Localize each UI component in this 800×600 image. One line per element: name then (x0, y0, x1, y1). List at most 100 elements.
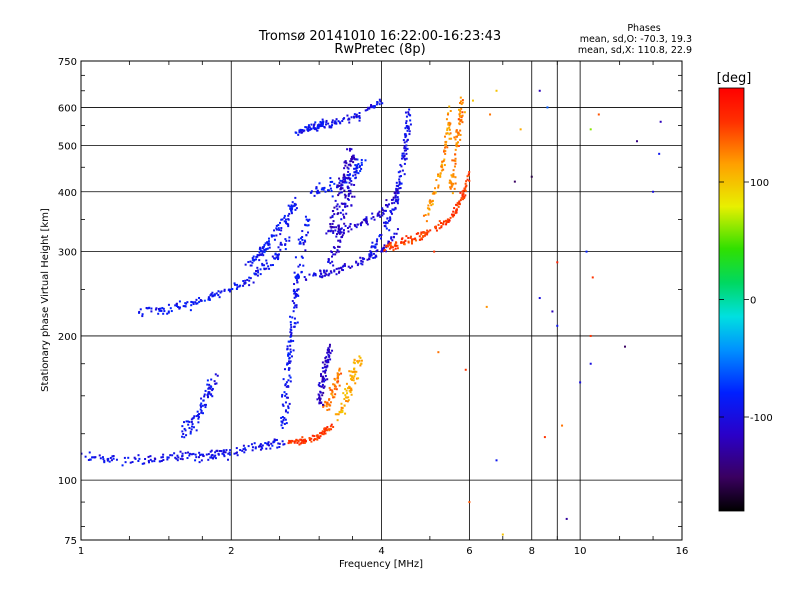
data-point (385, 199, 388, 202)
data-point (418, 238, 421, 241)
data-point (199, 454, 202, 457)
data-point (280, 229, 283, 232)
data-point (277, 257, 280, 260)
data-point (306, 128, 309, 131)
data-point (190, 428, 193, 431)
data-point (290, 332, 293, 335)
data-point (331, 121, 334, 124)
data-point (389, 219, 392, 222)
data-point (208, 297, 211, 300)
data-point (318, 399, 321, 402)
data-point (324, 374, 327, 377)
data-point (147, 461, 150, 464)
data-point (330, 271, 333, 274)
data-point (301, 236, 304, 239)
data-point (278, 442, 281, 445)
data-point (453, 136, 456, 139)
data-point (379, 234, 382, 237)
data-point (462, 192, 465, 195)
data-point (395, 199, 398, 202)
data-point (404, 147, 407, 150)
data-point (338, 270, 341, 273)
data-point (457, 131, 460, 134)
data-point (281, 421, 284, 424)
data-point (287, 379, 290, 382)
data-point (359, 224, 362, 227)
data-point (429, 202, 432, 205)
data-point (214, 382, 217, 385)
data-point (316, 189, 319, 192)
data-point (333, 182, 336, 185)
data-point (275, 438, 278, 441)
data-point (264, 248, 267, 251)
data-point (396, 192, 399, 195)
data-point (220, 450, 223, 453)
data-point (288, 236, 291, 239)
data-point (299, 242, 302, 245)
data-point (200, 405, 203, 408)
data-point (296, 288, 299, 291)
data-point (336, 203, 339, 206)
colorbar-tick-label: 0 (750, 296, 756, 307)
data-point (278, 228, 281, 231)
data-point (149, 455, 152, 458)
data-point (159, 460, 162, 463)
data-point (349, 377, 352, 380)
data-point (288, 439, 291, 442)
data-point (451, 159, 454, 162)
data-point (358, 355, 361, 358)
data-point (324, 359, 327, 362)
data-point (342, 181, 345, 184)
data-point (401, 241, 404, 244)
data-point (260, 445, 263, 448)
data-point (448, 179, 451, 182)
data-point (296, 281, 299, 284)
data-point (281, 420, 284, 423)
data-point (253, 259, 256, 262)
data-point (351, 195, 354, 198)
data-point (200, 411, 203, 414)
data-point (372, 245, 375, 248)
data-point (342, 176, 345, 179)
data-point (147, 459, 150, 462)
data-point (304, 223, 307, 226)
x-tick-labels: 1 2 4 6 8 10 16 (78, 546, 689, 557)
data-point (405, 140, 408, 143)
data-point (337, 225, 340, 228)
data-point (352, 115, 355, 118)
data-point (403, 155, 406, 158)
data-point (167, 303, 170, 306)
data-point (304, 126, 307, 129)
data-point (390, 198, 393, 201)
x-tick-label: 2 (228, 546, 234, 557)
data-point (324, 369, 327, 372)
data-point (370, 217, 373, 220)
data-point (298, 263, 301, 266)
data-point (328, 428, 331, 431)
data-point (278, 445, 281, 448)
data-point (454, 162, 457, 165)
data-point (396, 199, 399, 202)
data-point (192, 416, 195, 419)
data-point (289, 321, 292, 324)
data-point (312, 439, 315, 442)
data-point (185, 434, 188, 437)
data-point (403, 241, 406, 244)
data-point (304, 240, 307, 243)
data-point (330, 251, 333, 254)
data-point (405, 115, 408, 118)
colorbar-label: [deg] (717, 71, 752, 86)
data-point (295, 131, 298, 134)
data-point (209, 387, 212, 390)
data-point (251, 258, 254, 261)
data-point (339, 240, 342, 243)
data-point (393, 201, 396, 204)
data-point (347, 163, 350, 166)
data-point (370, 251, 373, 254)
data-point (265, 447, 268, 450)
data-point (260, 253, 263, 256)
data-point (364, 219, 367, 222)
data-point (202, 412, 205, 415)
data-point (355, 370, 358, 373)
data-point (330, 229, 333, 232)
